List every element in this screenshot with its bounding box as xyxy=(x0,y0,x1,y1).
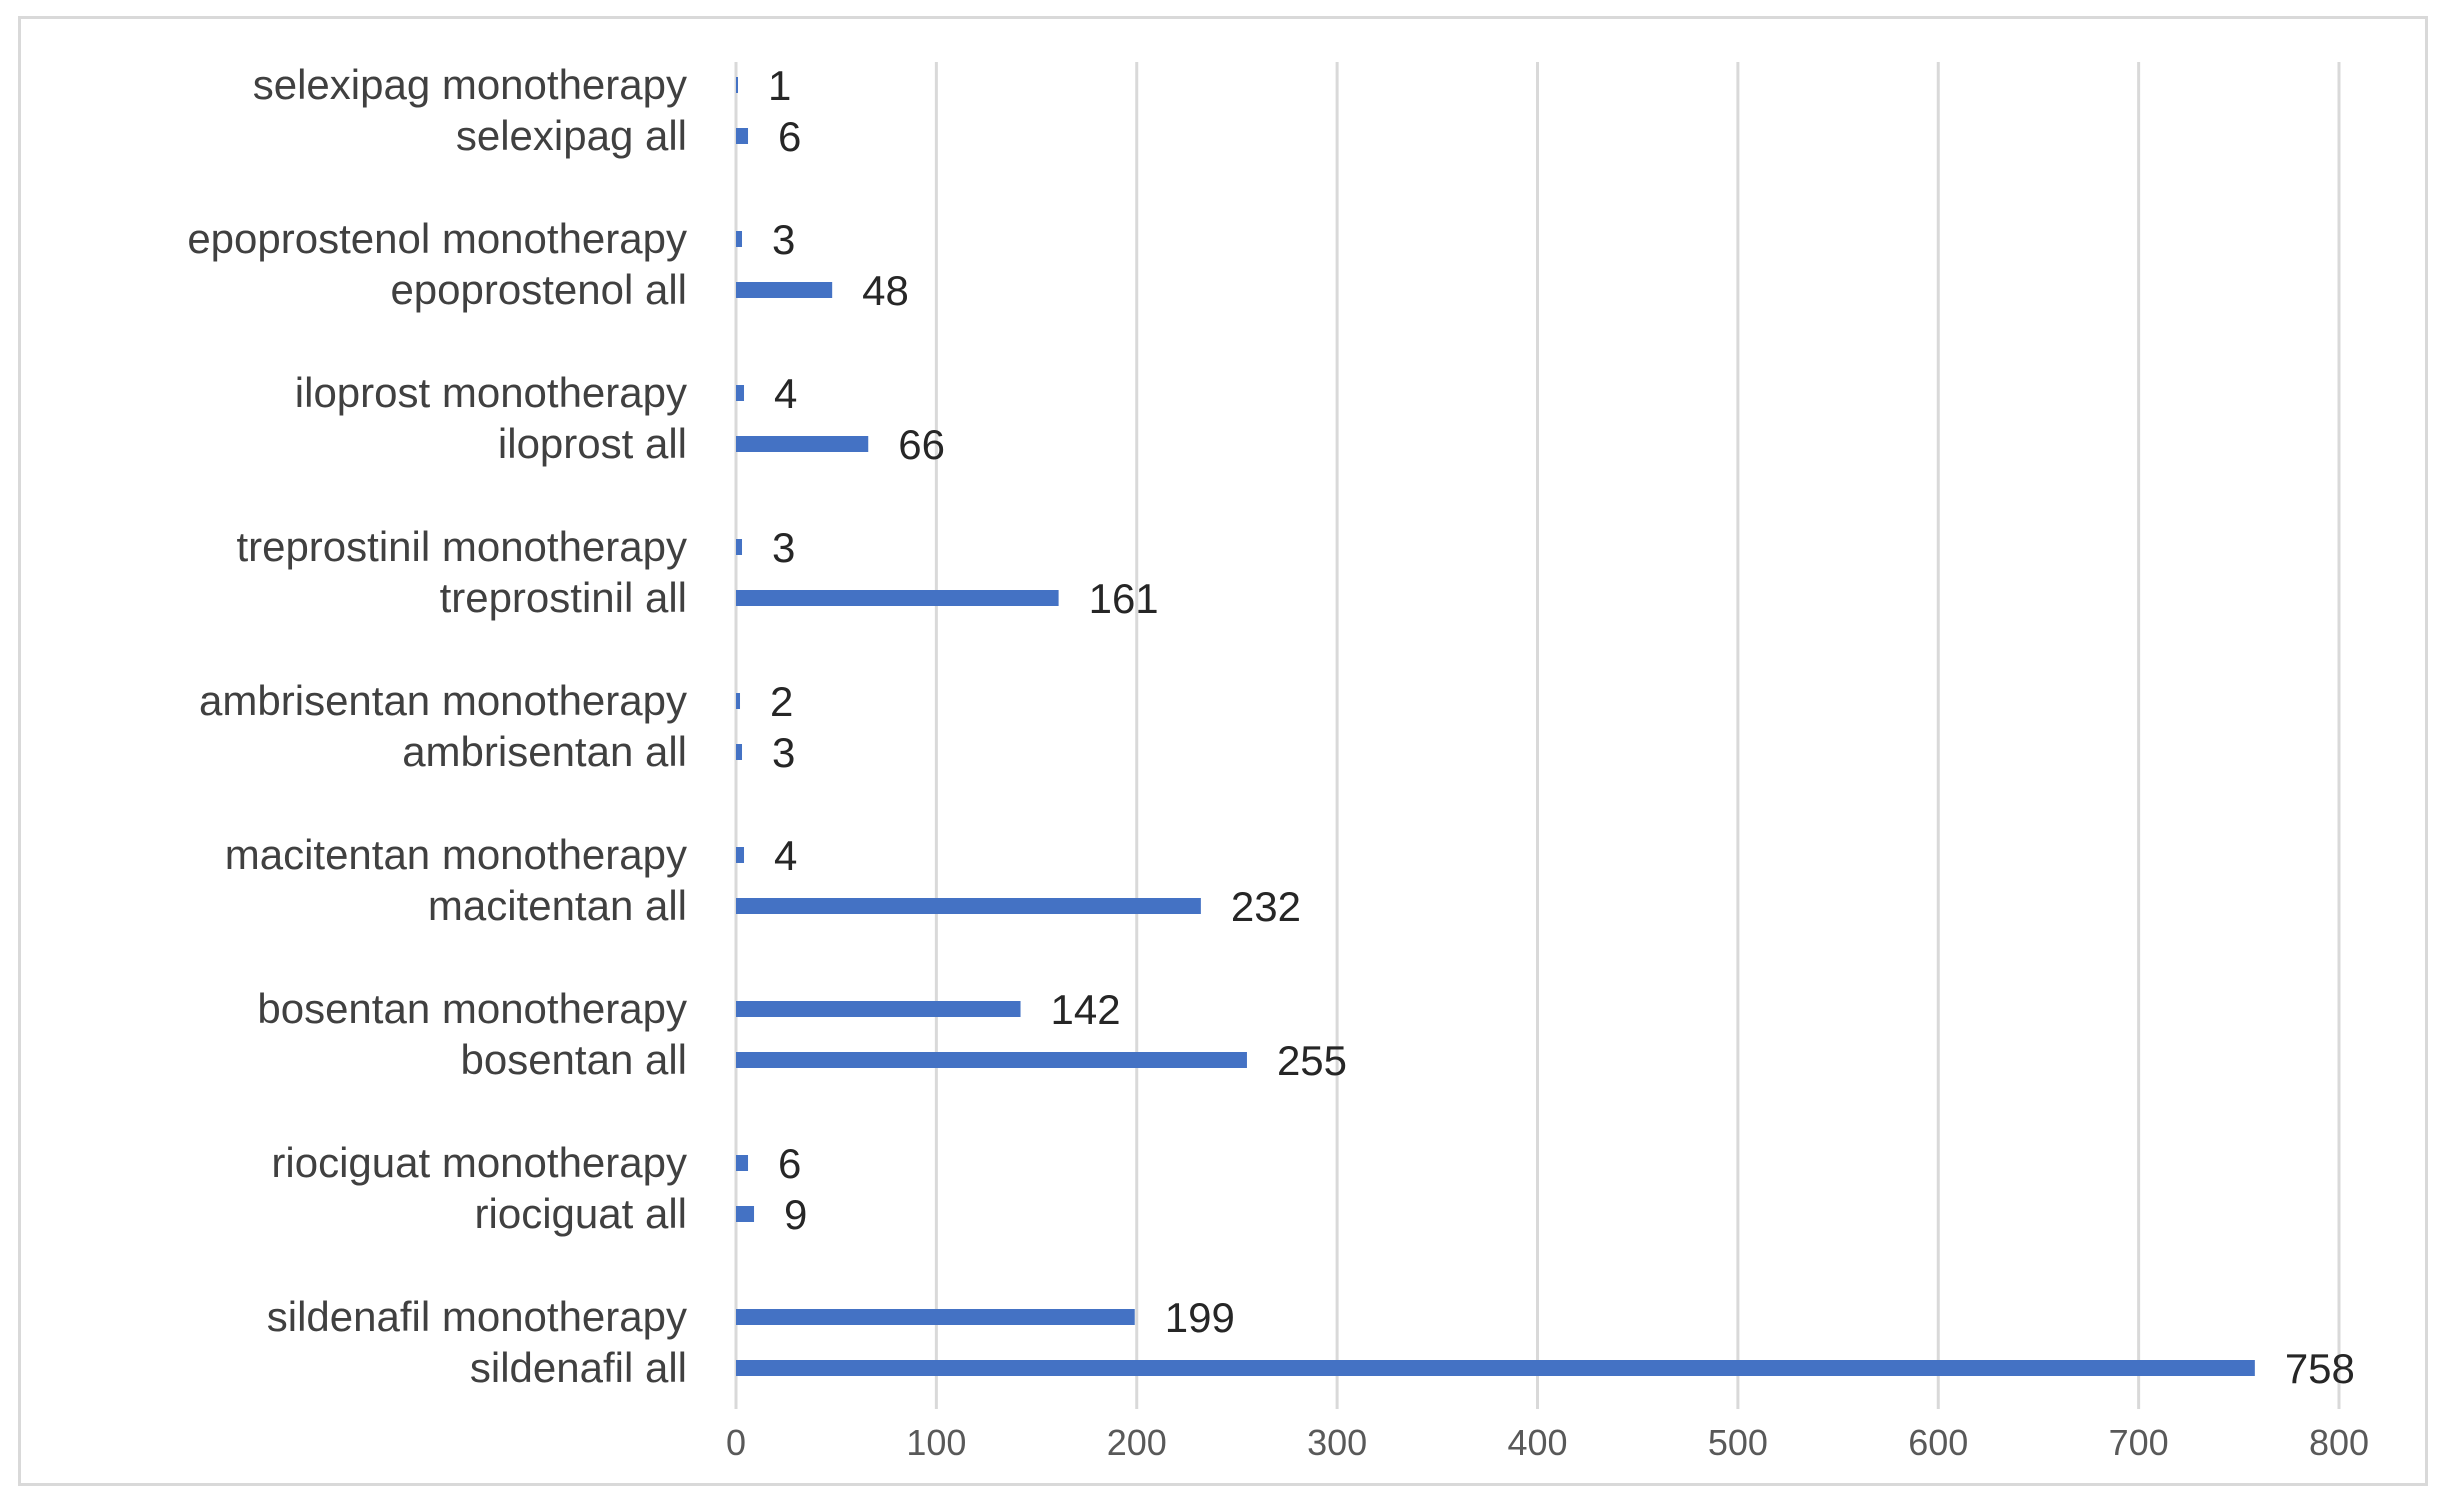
x-tick-label: 800 xyxy=(2309,1422,2369,1463)
bar xyxy=(736,128,749,144)
bar xyxy=(736,1155,749,1171)
category-label: macitentan all xyxy=(428,882,687,929)
bar xyxy=(736,1052,1247,1068)
bar xyxy=(736,847,745,863)
bar xyxy=(736,1360,2255,1376)
data-label: 48 xyxy=(862,267,909,314)
bars xyxy=(736,77,2255,1376)
data-label: 6 xyxy=(778,1140,801,1187)
bar xyxy=(736,898,1201,914)
data-label: 3 xyxy=(772,729,795,776)
bar xyxy=(736,744,743,760)
category-label: riociguat all xyxy=(475,1190,687,1237)
category-label: epoprostenol monotherapy xyxy=(187,215,687,262)
data-label: 66 xyxy=(898,421,945,468)
x-tick-label: 500 xyxy=(1708,1422,1768,1463)
bar xyxy=(736,1206,755,1222)
data-label: 199 xyxy=(1165,1294,1235,1341)
data-label: 9 xyxy=(784,1191,807,1238)
x-tick-label: 700 xyxy=(2109,1422,2169,1463)
x-tick-label: 200 xyxy=(1107,1422,1167,1463)
bar xyxy=(736,1001,1021,1017)
category-label: macitentan monotherapy xyxy=(225,831,687,878)
bar xyxy=(736,436,869,452)
data-label: 3 xyxy=(772,216,795,263)
data-label: 255 xyxy=(1277,1037,1347,1084)
bar xyxy=(736,590,1059,606)
data-label: 6 xyxy=(778,113,801,160)
data-label: 142 xyxy=(1051,986,1121,1033)
category-label: treprostinil all xyxy=(440,574,687,621)
category-label: ambrisentan all xyxy=(402,728,687,775)
category-label: riociguat monotherapy xyxy=(271,1139,687,1186)
category-label: bosentan all xyxy=(460,1036,687,1083)
bar xyxy=(736,282,833,298)
gridlines xyxy=(734,62,2341,1409)
category-label: epoprostenol all xyxy=(390,266,687,313)
x-tick-label: 600 xyxy=(1908,1422,1968,1463)
category-label: selexipag monotherapy xyxy=(253,61,687,108)
x-tick-label: 300 xyxy=(1307,1422,1367,1463)
chart-frame: selexipag monotherapy selexipag all epopro… xyxy=(18,16,2428,1486)
category-label: sildenafil monotherapy xyxy=(267,1293,687,1340)
bar xyxy=(736,385,745,401)
bar xyxy=(736,693,741,709)
bar xyxy=(736,539,743,555)
category-label: iloprost monotherapy xyxy=(295,369,687,416)
category-label: bosentan monotherapy xyxy=(257,985,687,1032)
data-label: 161 xyxy=(1089,575,1159,622)
bar xyxy=(736,231,743,247)
x-tick-label: 100 xyxy=(906,1422,966,1463)
bar xyxy=(736,1309,1135,1325)
category-label: selexipag all xyxy=(456,112,687,159)
data-label: 4 xyxy=(774,370,797,417)
data-label: 4 xyxy=(774,832,797,879)
data-label: 3 xyxy=(772,524,795,571)
data-label: 2 xyxy=(770,678,793,725)
bar xyxy=(736,77,739,93)
category-label: iloprost all xyxy=(498,420,687,467)
x-tick-label: 0 xyxy=(726,1422,746,1463)
category-label: sildenafil all xyxy=(470,1344,687,1391)
x-tick-label: 400 xyxy=(1507,1422,1567,1463)
data-label: 1 xyxy=(768,62,791,109)
data-label: 758 xyxy=(2285,1345,2355,1392)
category-label: treprostinil monotherapy xyxy=(236,523,687,570)
data-label: 232 xyxy=(1231,883,1301,930)
x-axis-ticks: 0 100 200 300 400 500 600 700 800 xyxy=(726,1422,2369,1463)
category-label: ambrisentan monotherapy xyxy=(199,677,687,724)
